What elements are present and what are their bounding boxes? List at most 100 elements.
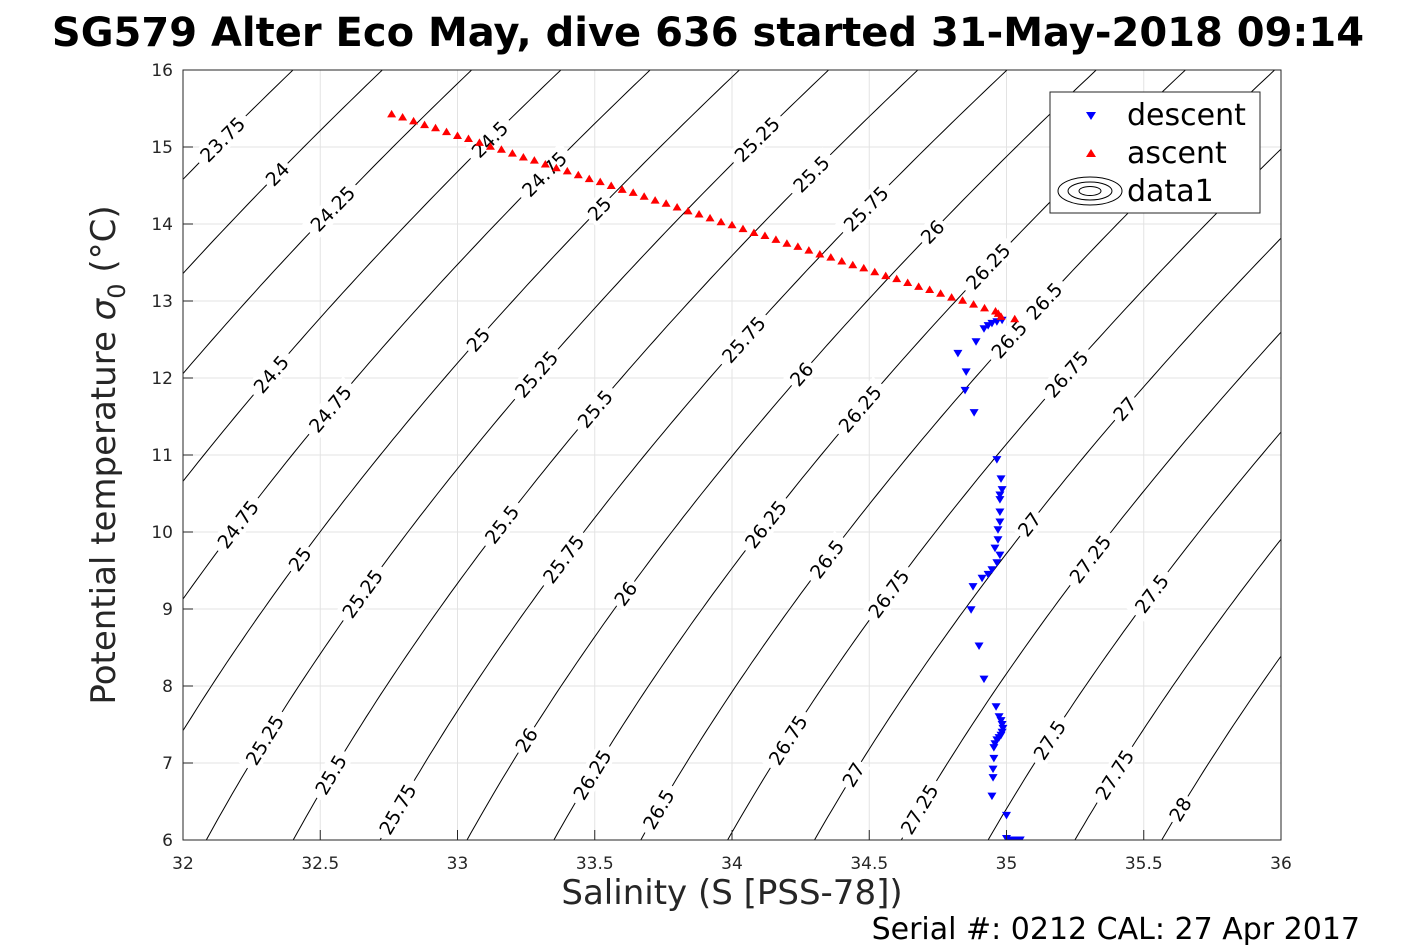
ascent-point bbox=[409, 116, 419, 125]
contour-label-gap bbox=[581, 190, 618, 228]
descent-point bbox=[993, 526, 1003, 534]
ascent-point bbox=[749, 228, 759, 236]
ascent-point bbox=[529, 156, 539, 164]
ascent-point bbox=[958, 296, 968, 304]
contour-line bbox=[900, 331, 1281, 840]
x-tick-label: 32.5 bbox=[301, 854, 339, 874]
descent-point bbox=[969, 409, 979, 417]
ascent-point bbox=[540, 159, 550, 168]
ascent-point bbox=[892, 274, 902, 283]
ascent-point bbox=[442, 127, 452, 136]
contour-label-gap bbox=[258, 155, 296, 193]
descent-point bbox=[987, 319, 997, 328]
ascent-point bbox=[771, 235, 781, 243]
descent-point bbox=[998, 724, 1008, 733]
contour-label-gap bbox=[1087, 740, 1142, 809]
ascent-point bbox=[507, 149, 517, 157]
ascent-point bbox=[716, 217, 726, 226]
ascent-point bbox=[738, 224, 748, 233]
descent-point bbox=[989, 744, 999, 752]
ascent-point bbox=[551, 163, 561, 172]
ascent-point bbox=[595, 177, 605, 186]
contour-label-gap bbox=[301, 177, 364, 241]
descent-point bbox=[996, 475, 1006, 483]
descent-point bbox=[983, 570, 993, 579]
contour-label-gap bbox=[307, 745, 355, 804]
descent-point bbox=[995, 551, 1005, 560]
x-axis-label: Salinity (S [PSS-78]) bbox=[561, 873, 902, 913]
ascent-point bbox=[914, 282, 924, 290]
ascent-point bbox=[485, 142, 495, 150]
ascent-point bbox=[969, 300, 979, 308]
x-tick-label: 33 bbox=[447, 854, 469, 874]
data-points bbox=[387, 109, 1025, 840]
descent-point bbox=[994, 713, 1004, 721]
contour-label-gap bbox=[237, 706, 292, 774]
descent-point bbox=[988, 774, 998, 782]
contour-label-gap bbox=[1061, 526, 1119, 592]
contour-label-gap bbox=[783, 355, 820, 393]
ascent-point bbox=[815, 250, 825, 258]
contour-label-gap bbox=[1011, 505, 1048, 543]
descent-point bbox=[961, 368, 971, 376]
contour-label-gap bbox=[334, 560, 391, 627]
ascent-point bbox=[639, 192, 649, 200]
descent-point bbox=[968, 583, 978, 591]
ascent-point bbox=[848, 260, 858, 269]
contour-label-gap bbox=[513, 142, 576, 206]
descent-point bbox=[974, 642, 984, 650]
contour-label-gap bbox=[957, 234, 1019, 298]
ascent-point bbox=[826, 253, 836, 261]
y-tick-label: 6 bbox=[162, 831, 173, 851]
ascent-point bbox=[925, 285, 935, 293]
ascent-point bbox=[650, 196, 660, 204]
ascent-point bbox=[694, 209, 704, 218]
legend-descent-marker bbox=[1086, 112, 1096, 120]
descent-point bbox=[977, 574, 987, 583]
y-tick-label: 13 bbox=[151, 292, 173, 312]
ascent-point bbox=[463, 134, 473, 143]
y-label-prefix: Potential temperature bbox=[84, 320, 124, 704]
contour-label-gap bbox=[371, 775, 424, 844]
contour-label-gap bbox=[1126, 565, 1177, 622]
ascent-point bbox=[782, 239, 792, 247]
ascent-point bbox=[859, 263, 869, 272]
ascent-point bbox=[705, 213, 715, 222]
contour-label-gap bbox=[784, 147, 839, 201]
x-tick-label: 34.5 bbox=[850, 854, 888, 874]
x-tick-label: 32 bbox=[172, 854, 194, 874]
ascent-point bbox=[474, 138, 484, 146]
ascent-point bbox=[420, 120, 430, 129]
descent-point bbox=[971, 338, 981, 346]
descent-point bbox=[991, 703, 1001, 711]
contour-label-gap bbox=[462, 112, 517, 167]
ascent-point bbox=[881, 271, 891, 280]
ascent-point bbox=[996, 312, 1006, 320]
contour-label-gap bbox=[607, 574, 644, 613]
contour-line bbox=[183, 70, 473, 375]
ascent-point bbox=[496, 145, 506, 153]
y-tick-label: 16 bbox=[151, 61, 173, 81]
contour-label-gap bbox=[834, 177, 897, 240]
descent-point bbox=[995, 496, 1005, 504]
ascent-point bbox=[453, 131, 462, 139]
contour-label-gap bbox=[282, 540, 318, 578]
ascent-point bbox=[980, 303, 990, 312]
ascent-point bbox=[573, 170, 583, 179]
descent-point bbox=[995, 491, 1005, 500]
contour-label-gap bbox=[860, 560, 918, 627]
y-label-subscript: 0 bbox=[103, 283, 131, 298]
contour-label-gap bbox=[635, 780, 682, 839]
ascent-point bbox=[1010, 314, 1020, 323]
footer-serial-cal: Serial #: 0212 CAL: 27 Apr 2017 bbox=[872, 912, 1360, 945]
contour-label-gap bbox=[1106, 390, 1143, 428]
ascent-point bbox=[431, 123, 441, 132]
y-tick-label: 9 bbox=[162, 600, 173, 620]
descent-point bbox=[996, 717, 1006, 725]
contour-label-gap bbox=[534, 526, 593, 592]
y-tick-label: 10 bbox=[151, 523, 173, 543]
ascent-point bbox=[672, 203, 682, 211]
descent-point bbox=[995, 518, 1005, 526]
descent-point bbox=[992, 559, 1002, 567]
ascent-point bbox=[398, 112, 408, 121]
